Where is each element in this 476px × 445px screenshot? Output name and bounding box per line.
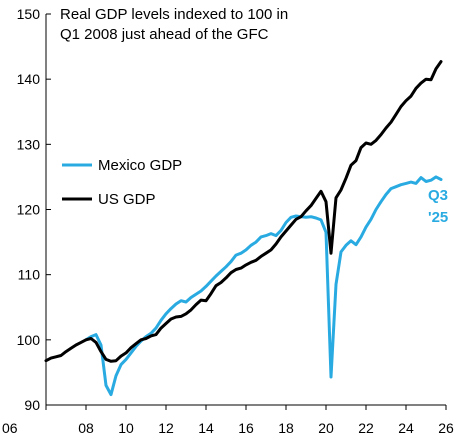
x-tick-label: 26 — [438, 420, 454, 436]
x-tick-label: 18 — [278, 420, 294, 436]
x-tick-label: 20 — [318, 420, 334, 436]
x-axis-ticks: 06 08 10 12 14 16 18 20 22 24 26 — [2, 405, 454, 436]
annotation-quarter: Q3 — [428, 187, 448, 204]
series-line-us-gdp — [44, 60, 443, 363]
title-line-2: Q1 2008 just ahead of the GFC — [60, 26, 269, 43]
latest-quarter-annotation: Q3 '25 — [428, 187, 448, 226]
title-line-1: Real GDP levels indexed to 100 in — [60, 6, 288, 23]
legend-item-us: US GDP — [62, 191, 156, 208]
y-tick-label: 130 — [17, 136, 41, 152]
y-tick-label: 110 — [18, 267, 41, 283]
y-tick-label: 100 — [17, 332, 41, 348]
chart-title: Real GDP levels indexed to 100 in Q1 200… — [60, 6, 288, 43]
x-tick-label: 06 — [2, 420, 18, 436]
plot-area: 90 100 110 120 130 140 150 06 08 10 12 14 16 18 20 22 2… — [2, 6, 454, 436]
series-line-mexico-gdp — [84, 175, 443, 397]
x-tick-label: 12 — [158, 420, 174, 436]
y-tick-label: 140 — [17, 71, 41, 87]
legend-item-mexico: Mexico GDP — [62, 157, 182, 174]
y-axis-ticks: 90 100 110 120 130 140 150 — [17, 6, 51, 413]
series-group — [44, 60, 443, 397]
legend-label-mexico: Mexico GDP — [98, 157, 182, 174]
x-tick-label: 22 — [358, 420, 374, 436]
annotation-year: '25 — [428, 209, 448, 226]
x-tick-label: 08 — [78, 420, 94, 436]
x-tick-label: 10 — [118, 420, 134, 436]
y-tick-label: 120 — [17, 202, 41, 218]
x-tick-label: 14 — [198, 420, 214, 436]
legend: Mexico GDP US GDP — [62, 157, 182, 208]
y-tick-label: 150 — [17, 6, 41, 22]
x-tick-label: 16 — [238, 420, 254, 436]
y-tick-label: 90 — [24, 397, 40, 413]
legend-label-us: US GDP — [98, 191, 156, 208]
x-tick-label: 24 — [398, 420, 414, 436]
